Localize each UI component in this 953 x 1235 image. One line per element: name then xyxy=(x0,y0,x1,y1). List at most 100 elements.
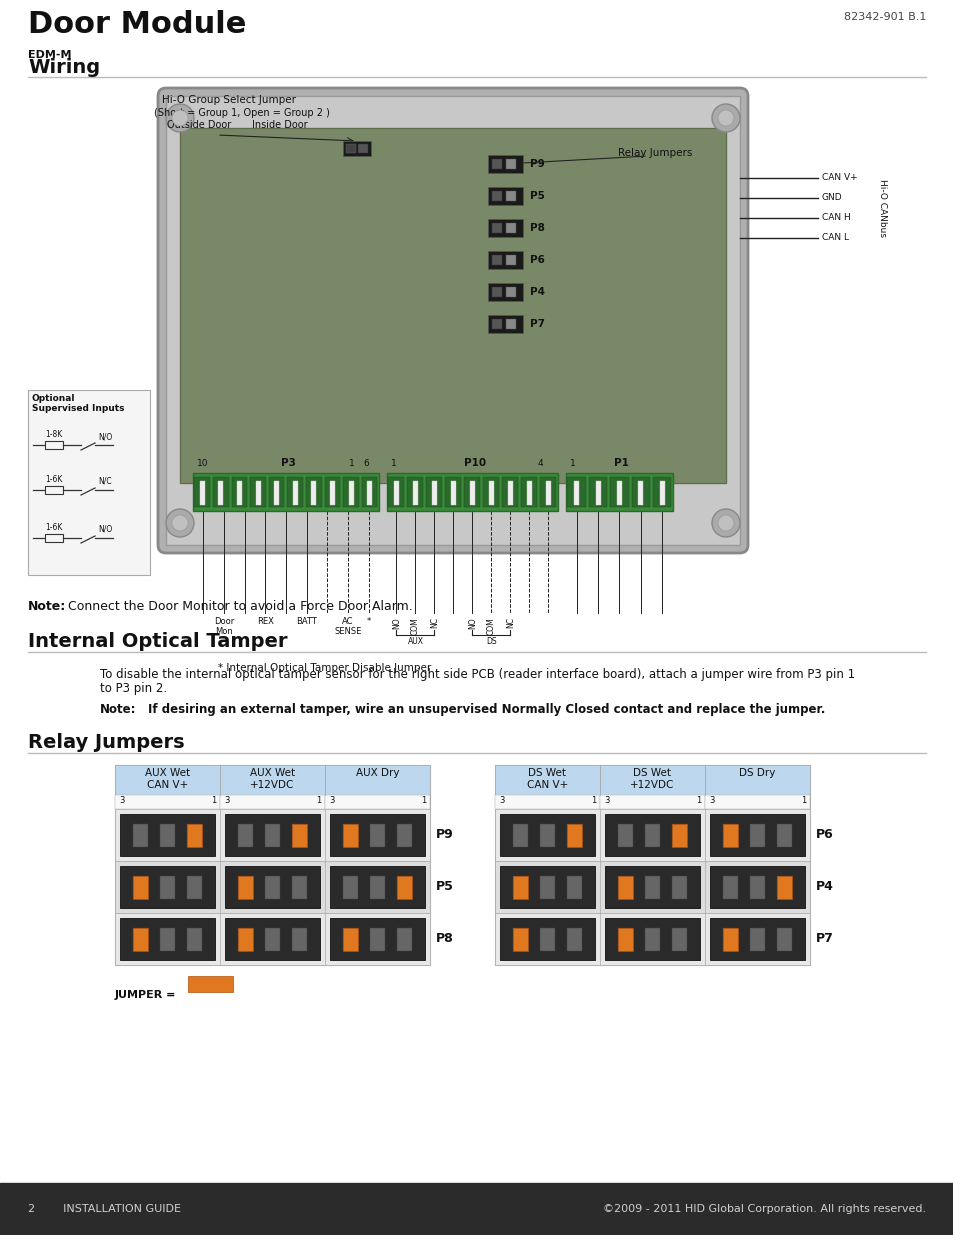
Bar xyxy=(505,159,516,169)
Bar xyxy=(160,876,174,899)
Bar xyxy=(187,824,202,847)
Bar xyxy=(45,487,63,494)
Text: Internal Optical Tamper: Internal Optical Tamper xyxy=(28,632,287,651)
Bar xyxy=(470,480,475,505)
Text: P4: P4 xyxy=(530,287,544,296)
Bar xyxy=(618,824,633,847)
Text: DS Dry: DS Dry xyxy=(739,768,775,778)
Bar xyxy=(488,283,522,301)
Bar xyxy=(617,480,621,505)
Bar xyxy=(513,876,527,899)
Bar xyxy=(232,477,247,508)
Bar xyxy=(505,224,516,233)
Text: Note:: Note: xyxy=(28,600,66,613)
Text: 82342-901 B.1: 82342-901 B.1 xyxy=(842,12,925,22)
Bar xyxy=(618,927,633,951)
Bar xyxy=(180,128,725,483)
Bar xyxy=(343,927,357,951)
Bar xyxy=(274,480,279,505)
Bar xyxy=(776,876,791,899)
Bar xyxy=(188,976,233,992)
Circle shape xyxy=(718,110,733,126)
Bar xyxy=(704,764,809,795)
Bar xyxy=(407,477,423,508)
Bar xyxy=(225,866,319,908)
Bar xyxy=(238,876,253,899)
Bar xyxy=(292,824,307,847)
Circle shape xyxy=(172,110,188,126)
Bar xyxy=(238,876,253,899)
Bar xyxy=(495,764,599,795)
Text: Door
Mon: Door Mon xyxy=(213,618,233,636)
Text: REX: REX xyxy=(256,618,274,626)
Bar xyxy=(160,824,174,847)
Bar xyxy=(722,824,738,847)
Text: P7: P7 xyxy=(815,932,833,946)
Bar xyxy=(330,918,424,960)
Bar xyxy=(325,764,430,795)
Text: Relay Jumpers: Relay Jumpers xyxy=(618,148,692,158)
Bar xyxy=(343,927,357,951)
Bar xyxy=(115,809,430,861)
Bar xyxy=(574,480,578,505)
Text: Note:: Note: xyxy=(100,703,136,716)
Bar xyxy=(595,480,600,505)
Bar xyxy=(644,824,659,847)
Bar xyxy=(671,927,686,951)
Text: Inside Door: Inside Door xyxy=(252,120,307,130)
Bar xyxy=(722,927,738,951)
Bar xyxy=(343,824,357,847)
Bar xyxy=(488,186,522,205)
Text: Optional
Supervised Inputs: Optional Supervised Inputs xyxy=(32,394,125,414)
Text: P8: P8 xyxy=(530,224,544,233)
Text: DS Wet
+12VDC: DS Wet +12VDC xyxy=(630,768,674,789)
Bar xyxy=(45,534,63,542)
Bar xyxy=(505,191,516,201)
Bar xyxy=(566,824,581,847)
Bar xyxy=(722,876,738,899)
Bar xyxy=(120,866,214,908)
Bar xyxy=(631,477,649,508)
Text: NO: NO xyxy=(468,618,476,629)
Bar xyxy=(722,927,738,951)
Text: 1-6K: 1-6K xyxy=(45,475,63,484)
Bar xyxy=(513,876,527,899)
Bar xyxy=(343,824,357,847)
Bar xyxy=(133,876,148,899)
Bar xyxy=(133,927,148,951)
Circle shape xyxy=(172,515,188,531)
Bar xyxy=(599,795,704,809)
Text: 1: 1 xyxy=(590,797,596,805)
Bar xyxy=(618,876,633,899)
Bar xyxy=(566,876,581,899)
Bar xyxy=(495,764,809,965)
Text: DS Wet
CAN V+: DS Wet CAN V+ xyxy=(526,768,568,789)
Text: 1-6K: 1-6K xyxy=(45,522,63,532)
Text: 3: 3 xyxy=(329,797,334,805)
Text: 1: 1 xyxy=(391,459,396,468)
Circle shape xyxy=(166,509,193,537)
Bar xyxy=(133,824,148,847)
Bar xyxy=(776,876,791,899)
Bar xyxy=(292,876,307,899)
Bar xyxy=(325,795,430,809)
Bar xyxy=(492,191,501,201)
Text: P1: P1 xyxy=(614,458,629,468)
Bar xyxy=(160,927,174,951)
Bar xyxy=(166,96,740,545)
Bar xyxy=(526,480,532,505)
Bar xyxy=(492,287,501,296)
Bar xyxy=(513,927,527,951)
Bar xyxy=(507,480,513,505)
Bar xyxy=(539,876,555,899)
Bar xyxy=(255,480,260,505)
Text: NC: NC xyxy=(430,618,438,629)
Bar xyxy=(749,824,764,847)
Text: Hi-O CANbus: Hi-O CANbus xyxy=(878,179,886,237)
Bar xyxy=(513,927,527,951)
Bar xyxy=(492,159,501,169)
Bar xyxy=(709,814,804,856)
Bar xyxy=(115,913,430,965)
Bar xyxy=(120,814,214,856)
Bar xyxy=(644,876,659,899)
